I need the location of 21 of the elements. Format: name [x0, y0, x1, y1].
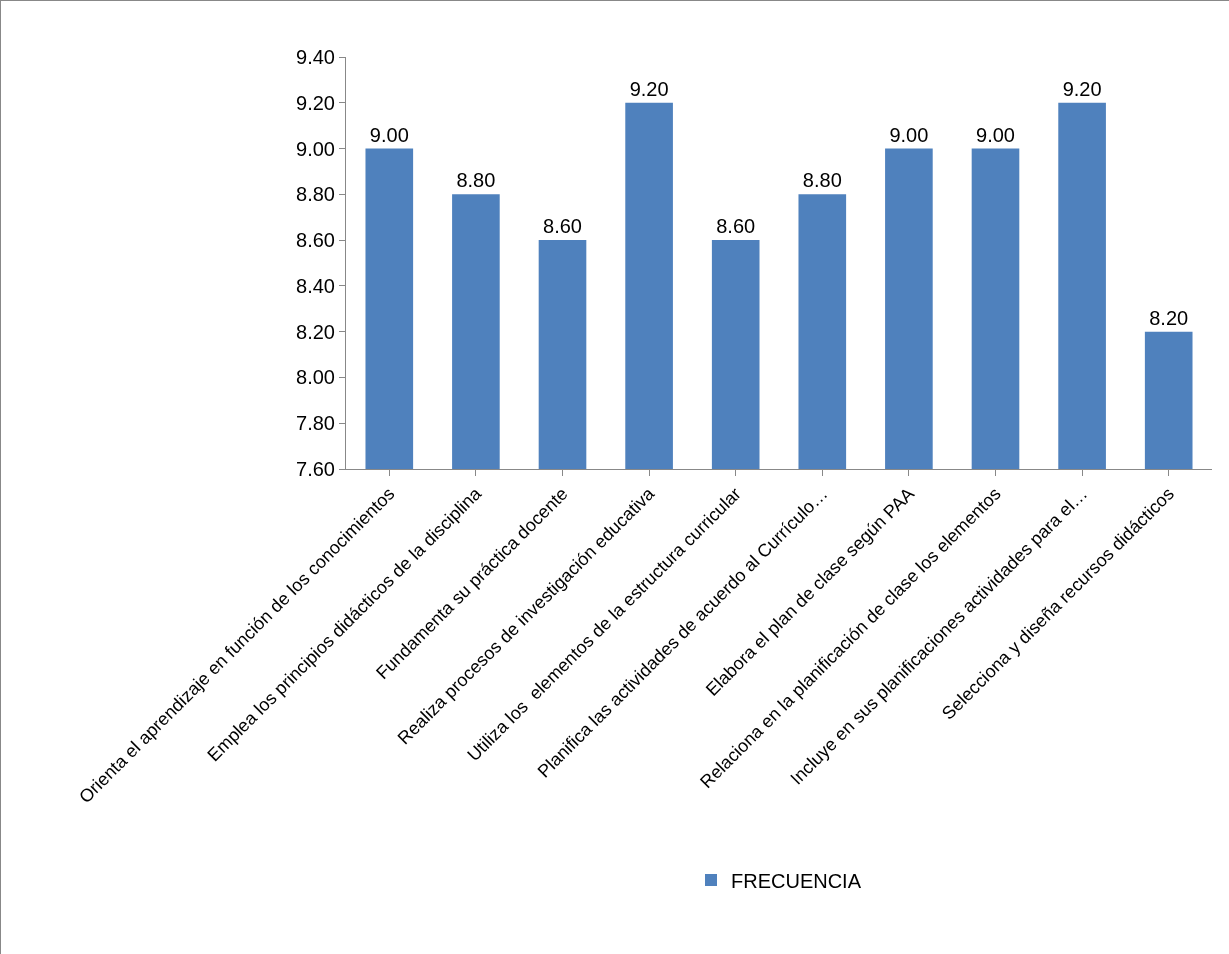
data-label: 9.20	[629, 77, 669, 100]
legend-label: FRECUENCIA	[731, 869, 862, 892]
y-tick-label: 8.40	[296, 274, 335, 297]
data-label: 8.80	[802, 169, 842, 192]
data-label: 9.00	[976, 123, 1015, 146]
data-label: 9.20	[1062, 77, 1102, 100]
data-label: 9.00	[889, 123, 929, 146]
y-tick-label: 8.60	[296, 229, 335, 252]
y-tick-label: 9.00	[296, 137, 335, 160]
data-label: 8.60	[716, 215, 756, 238]
y-tick-label: 9.40	[296, 46, 335, 68]
y-tick-label: 9.20	[296, 91, 335, 114]
y-tick-label: 7.60	[296, 458, 335, 480]
y-tick-label: 8.80	[296, 183, 335, 206]
data-label: 8.60	[543, 215, 582, 238]
y-tick-label: 8.20	[296, 320, 335, 343]
data-label: 8.80	[456, 169, 496, 192]
data-label: 8.20	[1149, 306, 1189, 329]
y-tick-label: 7.80	[296, 412, 335, 435]
y-tick-label: 8.00	[296, 366, 335, 389]
data-label: 9.00	[369, 123, 409, 146]
